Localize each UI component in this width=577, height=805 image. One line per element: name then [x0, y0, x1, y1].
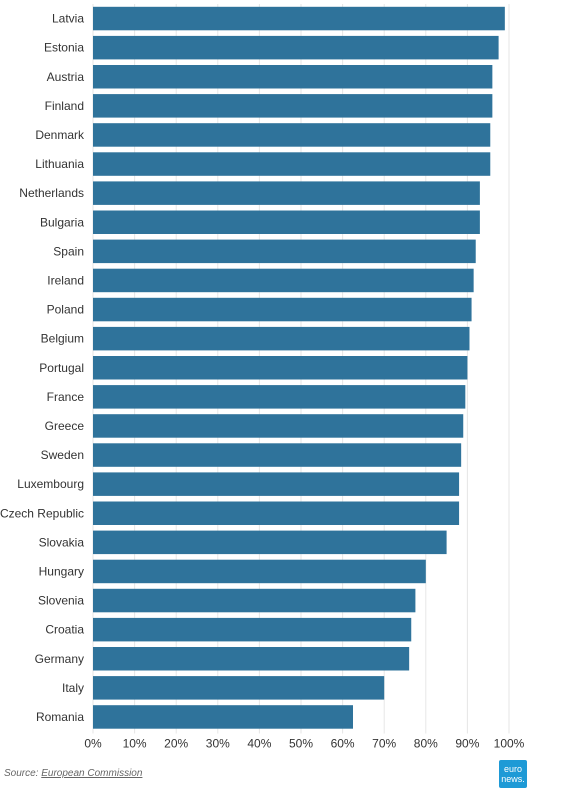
- category-label: Poland: [47, 303, 84, 317]
- bar-chart: Latvia Estonia Austria Finland Denmark Lithua…: [0, 4, 525, 751]
- source-note: Source: European Commission: [4, 768, 142, 779]
- bars: [93, 6, 505, 729]
- category-label: Slovenia: [38, 594, 84, 608]
- bar: [93, 676, 385, 700]
- x-tick-label: 30%: [206, 737, 230, 751]
- bar: [93, 326, 470, 351]
- category-label: Belgium: [41, 332, 84, 346]
- x-tick-label: 70%: [372, 737, 396, 751]
- bar: [93, 414, 464, 438]
- bar: [93, 617, 412, 642]
- x-tick-label: 60%: [331, 737, 355, 751]
- x-tick-label: 0%: [84, 737, 102, 751]
- category-label: Spain: [53, 244, 84, 258]
- x-tick-label: 100%: [494, 737, 525, 751]
- category-label: Denmark: [35, 128, 85, 142]
- category-label: Czech Republic: [0, 506, 84, 520]
- source-prefix: Source:: [4, 768, 39, 779]
- category-label: Slovakia: [39, 535, 85, 549]
- category-label: Austria: [47, 70, 85, 84]
- category-label: Italy: [62, 681, 84, 695]
- category-label: Netherlands: [19, 186, 84, 200]
- x-tick-label: 90%: [455, 737, 479, 751]
- x-tick-label: 20%: [164, 737, 188, 751]
- category-label: Lithuania: [35, 157, 84, 171]
- category-label: Sweden: [41, 448, 84, 462]
- category-label: Hungary: [39, 564, 84, 578]
- logo-line2: news.: [501, 774, 525, 784]
- bar: [93, 181, 480, 205]
- bar: [93, 501, 460, 525]
- bar: [93, 705, 353, 729]
- category-label: Portugal: [39, 361, 84, 375]
- category-label: Ireland: [47, 273, 84, 287]
- bar: [93, 385, 466, 409]
- bar: [93, 94, 493, 118]
- bar: [93, 443, 462, 467]
- category-label: Finland: [45, 99, 84, 113]
- category-labels: Latvia Estonia Austria Finland Denmark Lithua…: [0, 12, 85, 724]
- bar: [93, 152, 491, 176]
- category-label: Croatia: [45, 623, 84, 637]
- category-label: Luxembourg: [17, 477, 84, 491]
- bar: [93, 268, 474, 293]
- category-label: Romania: [36, 710, 84, 724]
- category-label: Germany: [35, 652, 84, 666]
- x-tick-label: 50%: [289, 737, 313, 751]
- category-label: Bulgaria: [40, 215, 84, 229]
- bar: [93, 647, 410, 671]
- bar: [93, 297, 472, 322]
- category-label: France: [47, 390, 85, 404]
- bar: [93, 588, 416, 613]
- bar: [93, 123, 491, 147]
- logo-line1: euro: [503, 764, 522, 774]
- euronews-logo: euro news.: [499, 760, 527, 788]
- category-label: Latvia: [52, 12, 84, 26]
- x-tick-label: 10%: [123, 737, 147, 751]
- bar: [93, 6, 505, 31]
- category-label: Greece: [45, 419, 85, 433]
- x-tick-label: 40%: [247, 737, 271, 751]
- source-link[interactable]: European Commission: [41, 768, 143, 779]
- bar: [93, 239, 476, 264]
- x-tick-label: 80%: [414, 737, 438, 751]
- bar: [93, 356, 468, 380]
- bar: [93, 65, 493, 89]
- bar: [93, 35, 499, 60]
- bar: [93, 559, 426, 584]
- category-label: Estonia: [44, 41, 84, 55]
- bar: [93, 472, 460, 496]
- bar: [93, 210, 480, 234]
- bar: [93, 530, 447, 555]
- x-tick-labels: 0% 10% 20% 30% 40% 50% 60% 70% 80% 90% 100%: [84, 737, 524, 751]
